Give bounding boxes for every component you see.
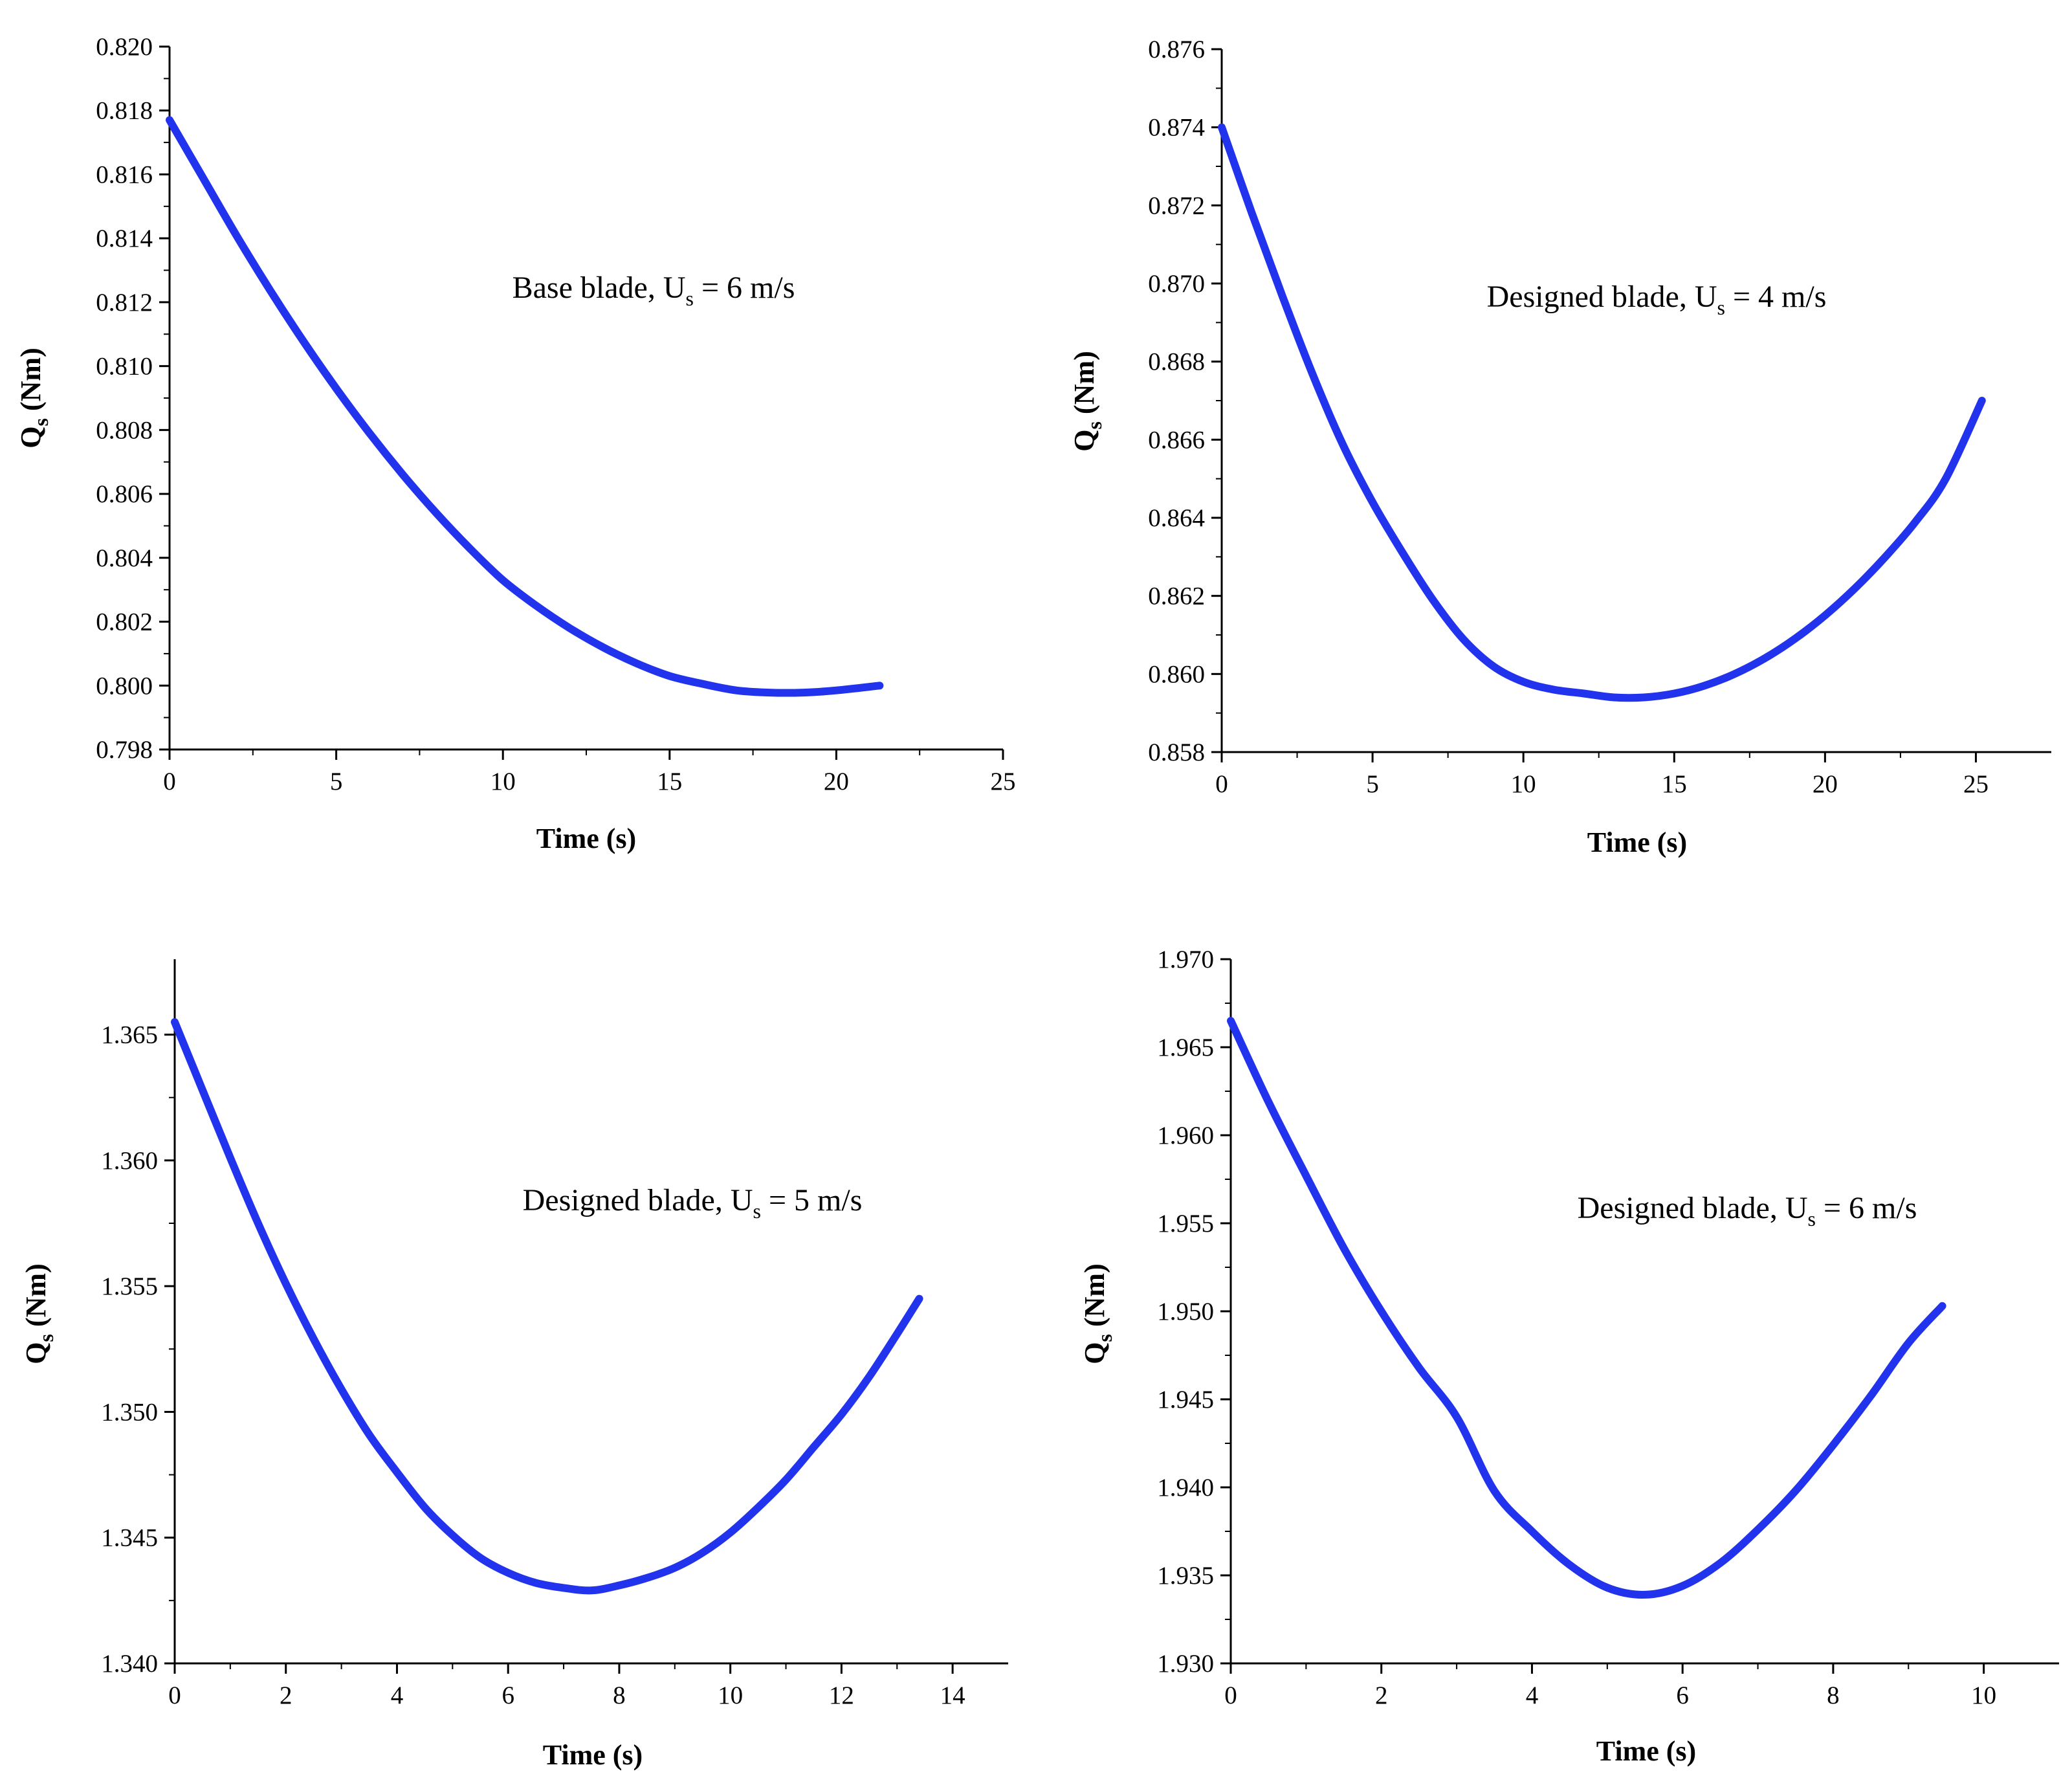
chart-panel-3: 0 2 4 6 8 10 12 14 1.340 1.345 1.350 1.355 1.360 1.36… <box>20 959 1008 1771</box>
x-tick-label: 15 <box>657 768 682 795</box>
y-tick-label: 1.365 <box>101 1021 158 1049</box>
x-tick-label: 6 <box>1676 1682 1689 1709</box>
x-tick-label: 20 <box>824 768 849 795</box>
y-tick-label: 0.810 <box>96 353 153 381</box>
y-tick-label: 0.866 <box>1148 426 1205 454</box>
y-tick-label: 0.808 <box>96 416 153 444</box>
y-axis-title: Qs (Nm) <box>20 1263 58 1364</box>
y-tick-label: 0.864 <box>1148 504 1205 532</box>
y-tick-label: 1.350 <box>101 1398 158 1426</box>
y-tick-label: 0.862 <box>1148 583 1205 610</box>
y-tick-label: 1.340 <box>101 1650 158 1678</box>
x-tick-label: 4 <box>1526 1682 1539 1709</box>
y-tick-label: 1.965 <box>1157 1034 1214 1061</box>
x-tick-label: 25 <box>1963 770 1989 798</box>
x-tick-label: 8 <box>613 1682 626 1709</box>
x-axis-title: Time (s) <box>543 1739 643 1771</box>
y-tick-label: 0.798 <box>96 736 153 764</box>
y-tick-label: 1.970 <box>1157 946 1214 973</box>
y-tick-label: 0.800 <box>96 672 153 700</box>
y-tick-label: 1.950 <box>1157 1298 1214 1326</box>
y-tick-label: 1.960 <box>1157 1122 1214 1149</box>
chart-annotation: Designed blade, Us = 4 m/s <box>1487 280 1827 319</box>
y-tick-label: 0.820 <box>96 33 153 61</box>
x-tick-label: 0 <box>1215 770 1228 798</box>
x-tick-label: 0 <box>1224 1682 1237 1709</box>
chart-annotation: Designed blade, Us = 6 m/s <box>1578 1191 1917 1230</box>
x-tick-label: 0 <box>163 768 176 795</box>
y-tick-label: 0.812 <box>96 289 153 316</box>
x-tick-label: 12 <box>829 1682 854 1709</box>
y-tick-label: 0.876 <box>1148 36 1205 63</box>
series-line <box>166 116 884 697</box>
series-line <box>1227 1017 1946 1599</box>
y-tick-label: 1.355 <box>101 1272 158 1300</box>
y-axis-title: Qs (Nm) <box>1068 351 1106 451</box>
series-line <box>1218 123 1986 702</box>
x-tick-label: 15 <box>1662 770 1687 798</box>
series-line <box>171 1018 923 1595</box>
x-axis-title: Time (s) <box>1596 1735 1696 1767</box>
x-tick-label: 10 <box>1511 770 1536 798</box>
y-tick-label: 1.345 <box>101 1524 158 1552</box>
chart-annotation: Base blade, Us = 6 m/s <box>512 271 795 310</box>
x-tick-label: 20 <box>1813 770 1838 798</box>
x-tick-label: 10 <box>1971 1682 1996 1709</box>
y-tick-label: 0.874 <box>1148 114 1205 142</box>
y-tick-label: 1.945 <box>1157 1386 1214 1414</box>
x-tick-label: 5 <box>330 768 343 795</box>
y-tick-label: 0.818 <box>96 97 153 125</box>
x-tick-label: 25 <box>991 768 1016 795</box>
y-tick-label: 0.858 <box>1148 738 1205 766</box>
y-tick-label: 0.814 <box>96 225 153 252</box>
y-tick-label: 0.806 <box>96 480 153 508</box>
y-tick-label: 1.940 <box>1157 1474 1214 1502</box>
y-tick-label: 1.955 <box>1157 1210 1214 1238</box>
y-axis-title: Qs (Nm) <box>1079 1263 1116 1364</box>
y-axis-title: Qs (Nm) <box>15 348 52 448</box>
y-tick-label: 0.860 <box>1148 660 1205 688</box>
x-tick-label: 5 <box>1366 770 1379 798</box>
x-tick-label: 2 <box>280 1682 292 1709</box>
x-tick-label: 6 <box>501 1682 514 1709</box>
x-tick-label: 0 <box>168 1682 181 1709</box>
chart-panel-1: 0 5 10 15 20 25 0.798 0.800 0.802 0.804 0.806 0.808… <box>15 33 1016 854</box>
y-tick-label: 0.870 <box>1148 270 1205 298</box>
y-tick-label: 1.935 <box>1157 1562 1214 1590</box>
y-tick-label: 1.930 <box>1157 1650 1214 1678</box>
y-tick-label: 0.868 <box>1148 348 1205 376</box>
x-tick-label: 10 <box>490 768 516 795</box>
y-tick-label: 0.804 <box>96 544 153 572</box>
x-axis-title: Time (s) <box>1587 827 1687 858</box>
y-tick-label: 0.802 <box>96 608 153 636</box>
y-tick-label: 0.816 <box>96 161 153 188</box>
y-tick-label: 0.872 <box>1148 192 1205 219</box>
chart-annotation: Designed blade, Us = 5 m/s <box>523 1183 863 1223</box>
x-tick-label: 10 <box>718 1682 743 1709</box>
y-tick-label: 1.360 <box>101 1147 158 1175</box>
x-tick-label: 14 <box>940 1682 965 1709</box>
x-axis-title: Time (s) <box>536 823 636 854</box>
x-tick-label: 8 <box>1827 1682 1840 1709</box>
x-tick-label: 4 <box>391 1682 404 1709</box>
x-tick-label: 2 <box>1375 1682 1388 1709</box>
chart-panel-2: 0 5 10 15 20 25 0.858 0.860 0.862 0.864 0.866 0.868… <box>1068 36 2051 858</box>
chart-panel-4: 0 2 4 6 8 10 1.930 1.935 1.940 1.945 1.950 1.955 1.9… <box>1079 946 2059 1767</box>
